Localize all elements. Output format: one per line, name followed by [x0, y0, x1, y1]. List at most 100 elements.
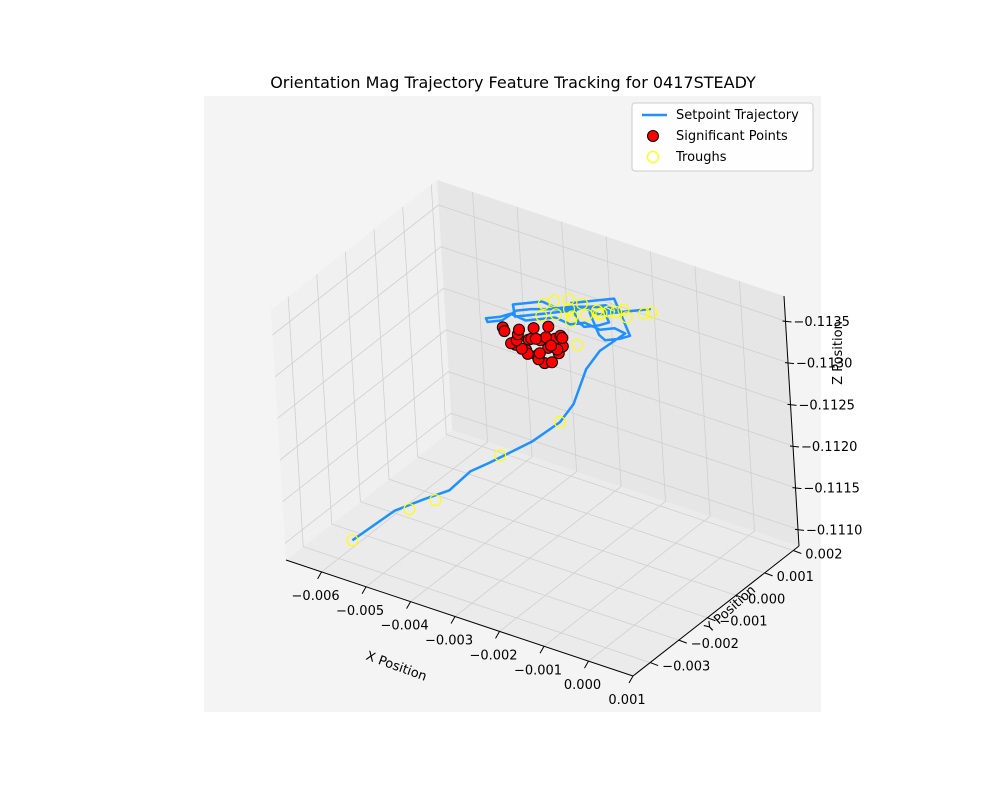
z-tick-label: −0.1115: [804, 482, 860, 497]
x-gridline: [365, 206, 533, 588]
significant-point: [529, 332, 542, 345]
floor-pane: [286, 430, 799, 676]
axis-lines: [285, 295, 800, 677]
y-tick-mark: [678, 639, 687, 644]
x-gridline: [454, 236, 622, 617]
x-tick-mark: [539, 646, 545, 654]
z-tick-mark: [784, 362, 795, 365]
significant-point: [498, 325, 511, 338]
z-tick-label: −0.1110: [806, 523, 862, 538]
y-tick-label: −0.003: [662, 660, 710, 675]
significant-point: [527, 322, 540, 335]
legend-frame: [631, 102, 814, 172]
y-gridline: [430, 184, 794, 551]
x-tick-label: −0.004: [381, 619, 429, 634]
z-tick-mark: [787, 403, 797, 406]
z-tick-mark: [794, 528, 805, 531]
legend-entry-significant: Significant Points: [676, 129, 788, 144]
trough-point: [549, 308, 563, 321]
legend: Setpoint Trajectory Significant Points T…: [631, 102, 814, 172]
trough-point: [494, 449, 507, 462]
z-tick-label: −0.1135: [794, 315, 850, 330]
trough-point: [346, 534, 359, 547]
x-axis-ticks: −0.006−0.005−0.004−0.003−0.002−0.0010.00…: [292, 571, 646, 708]
x-tick-mark: [317, 571, 323, 580]
trough-point: [602, 305, 616, 318]
x-gridline: [321, 191, 489, 573]
trough-point: [645, 306, 658, 319]
data-series: [346, 293, 658, 547]
trough-point: [571, 338, 584, 351]
trajectory-line: [351, 297, 652, 542]
trough-point: [617, 303, 630, 316]
trough-point: [562, 293, 575, 306]
y-gridline: [287, 296, 651, 663]
significant-point: [533, 347, 546, 360]
y-tick-label: 0.002: [805, 547, 842, 562]
y-tick-mark: [793, 550, 802, 554]
z-tick-mark: [789, 445, 800, 448]
z-gridline: [284, 412, 799, 544]
x-tick-label: −0.003: [425, 634, 473, 649]
trough-point: [535, 309, 548, 322]
y-tick-mark: [735, 594, 745, 599]
chart-title: Orientation Mag Trajectory Feature Track…: [270, 73, 756, 92]
back-pane: [437, 180, 799, 546]
x-tick-label: −0.001: [514, 663, 562, 678]
z-axis-label: Z Position: [831, 321, 846, 385]
legend-entry-troughs: Troughs: [675, 150, 727, 165]
x-tick-label: 0.000: [564, 678, 601, 693]
x-gridline: [499, 251, 666, 632]
trough-point: [638, 307, 651, 320]
trough-point: [609, 305, 623, 319]
x-axis-line: [285, 559, 634, 677]
y-tick-mark: [764, 572, 773, 577]
significant-point: [545, 339, 557, 352]
y-gridline: [345, 251, 708, 619]
trough-point: [562, 302, 576, 316]
y-tick-mark: [649, 662, 659, 667]
y-tick-mark: [707, 617, 716, 622]
trough-point: [429, 494, 442, 507]
z-gridline: [279, 329, 794, 461]
y-tick-label: −0.002: [691, 637, 739, 652]
y-gridline: [316, 274, 679, 641]
y-tick-label: −0.001: [719, 615, 767, 630]
y-tick-label: 0.001: [777, 570, 814, 585]
x-tick-mark: [584, 660, 589, 669]
legend-marker-troughs: [646, 150, 660, 164]
x-tick-label: −0.002: [469, 648, 517, 663]
z-tick-mark: [782, 320, 792, 323]
z-axis-ticks: −0.1110 −0.1115 −0.1120 −0.1125 −0.1130 −0.11…: [782, 315, 862, 538]
x-tick-label: −0.005: [336, 604, 384, 619]
legend-marker-significant: [647, 130, 659, 142]
trough-point: [620, 311, 633, 324]
significant-point: [513, 323, 525, 336]
trough-point: [580, 308, 593, 322]
trough-point: [403, 503, 416, 516]
x-gridline: [588, 281, 755, 662]
z-tick-label: −0.1130: [796, 357, 852, 372]
y-axis-ticks: −0.003 −0.002 −0.001 0.000 0.001 0.002: [649, 547, 842, 675]
x-tick-mark: [495, 631, 500, 639]
trough-point: [566, 310, 579, 323]
x-tick-mark: [450, 616, 456, 624]
z-tick-label: −0.1120: [801, 440, 857, 455]
y-gridline: [402, 206, 765, 574]
x-gridline: [543, 266, 711, 647]
y-tick-label: 0.000: [748, 592, 785, 607]
trough-point: [595, 307, 608, 320]
trough-point: [553, 416, 567, 429]
trough-point: [547, 294, 561, 307]
z-tick-mark: [792, 487, 802, 490]
x-tick-label: 0.001: [608, 693, 645, 708]
z-gridline: [282, 371, 796, 503]
x-tick-label: −0.006: [292, 589, 340, 604]
trough-point: [564, 315, 578, 328]
z-gridline: [272, 204, 786, 336]
z-axis-line: [783, 295, 800, 547]
z-tick-label: −0.1125: [799, 398, 855, 413]
y-gridline: [373, 229, 737, 596]
significant-point: [542, 320, 555, 333]
